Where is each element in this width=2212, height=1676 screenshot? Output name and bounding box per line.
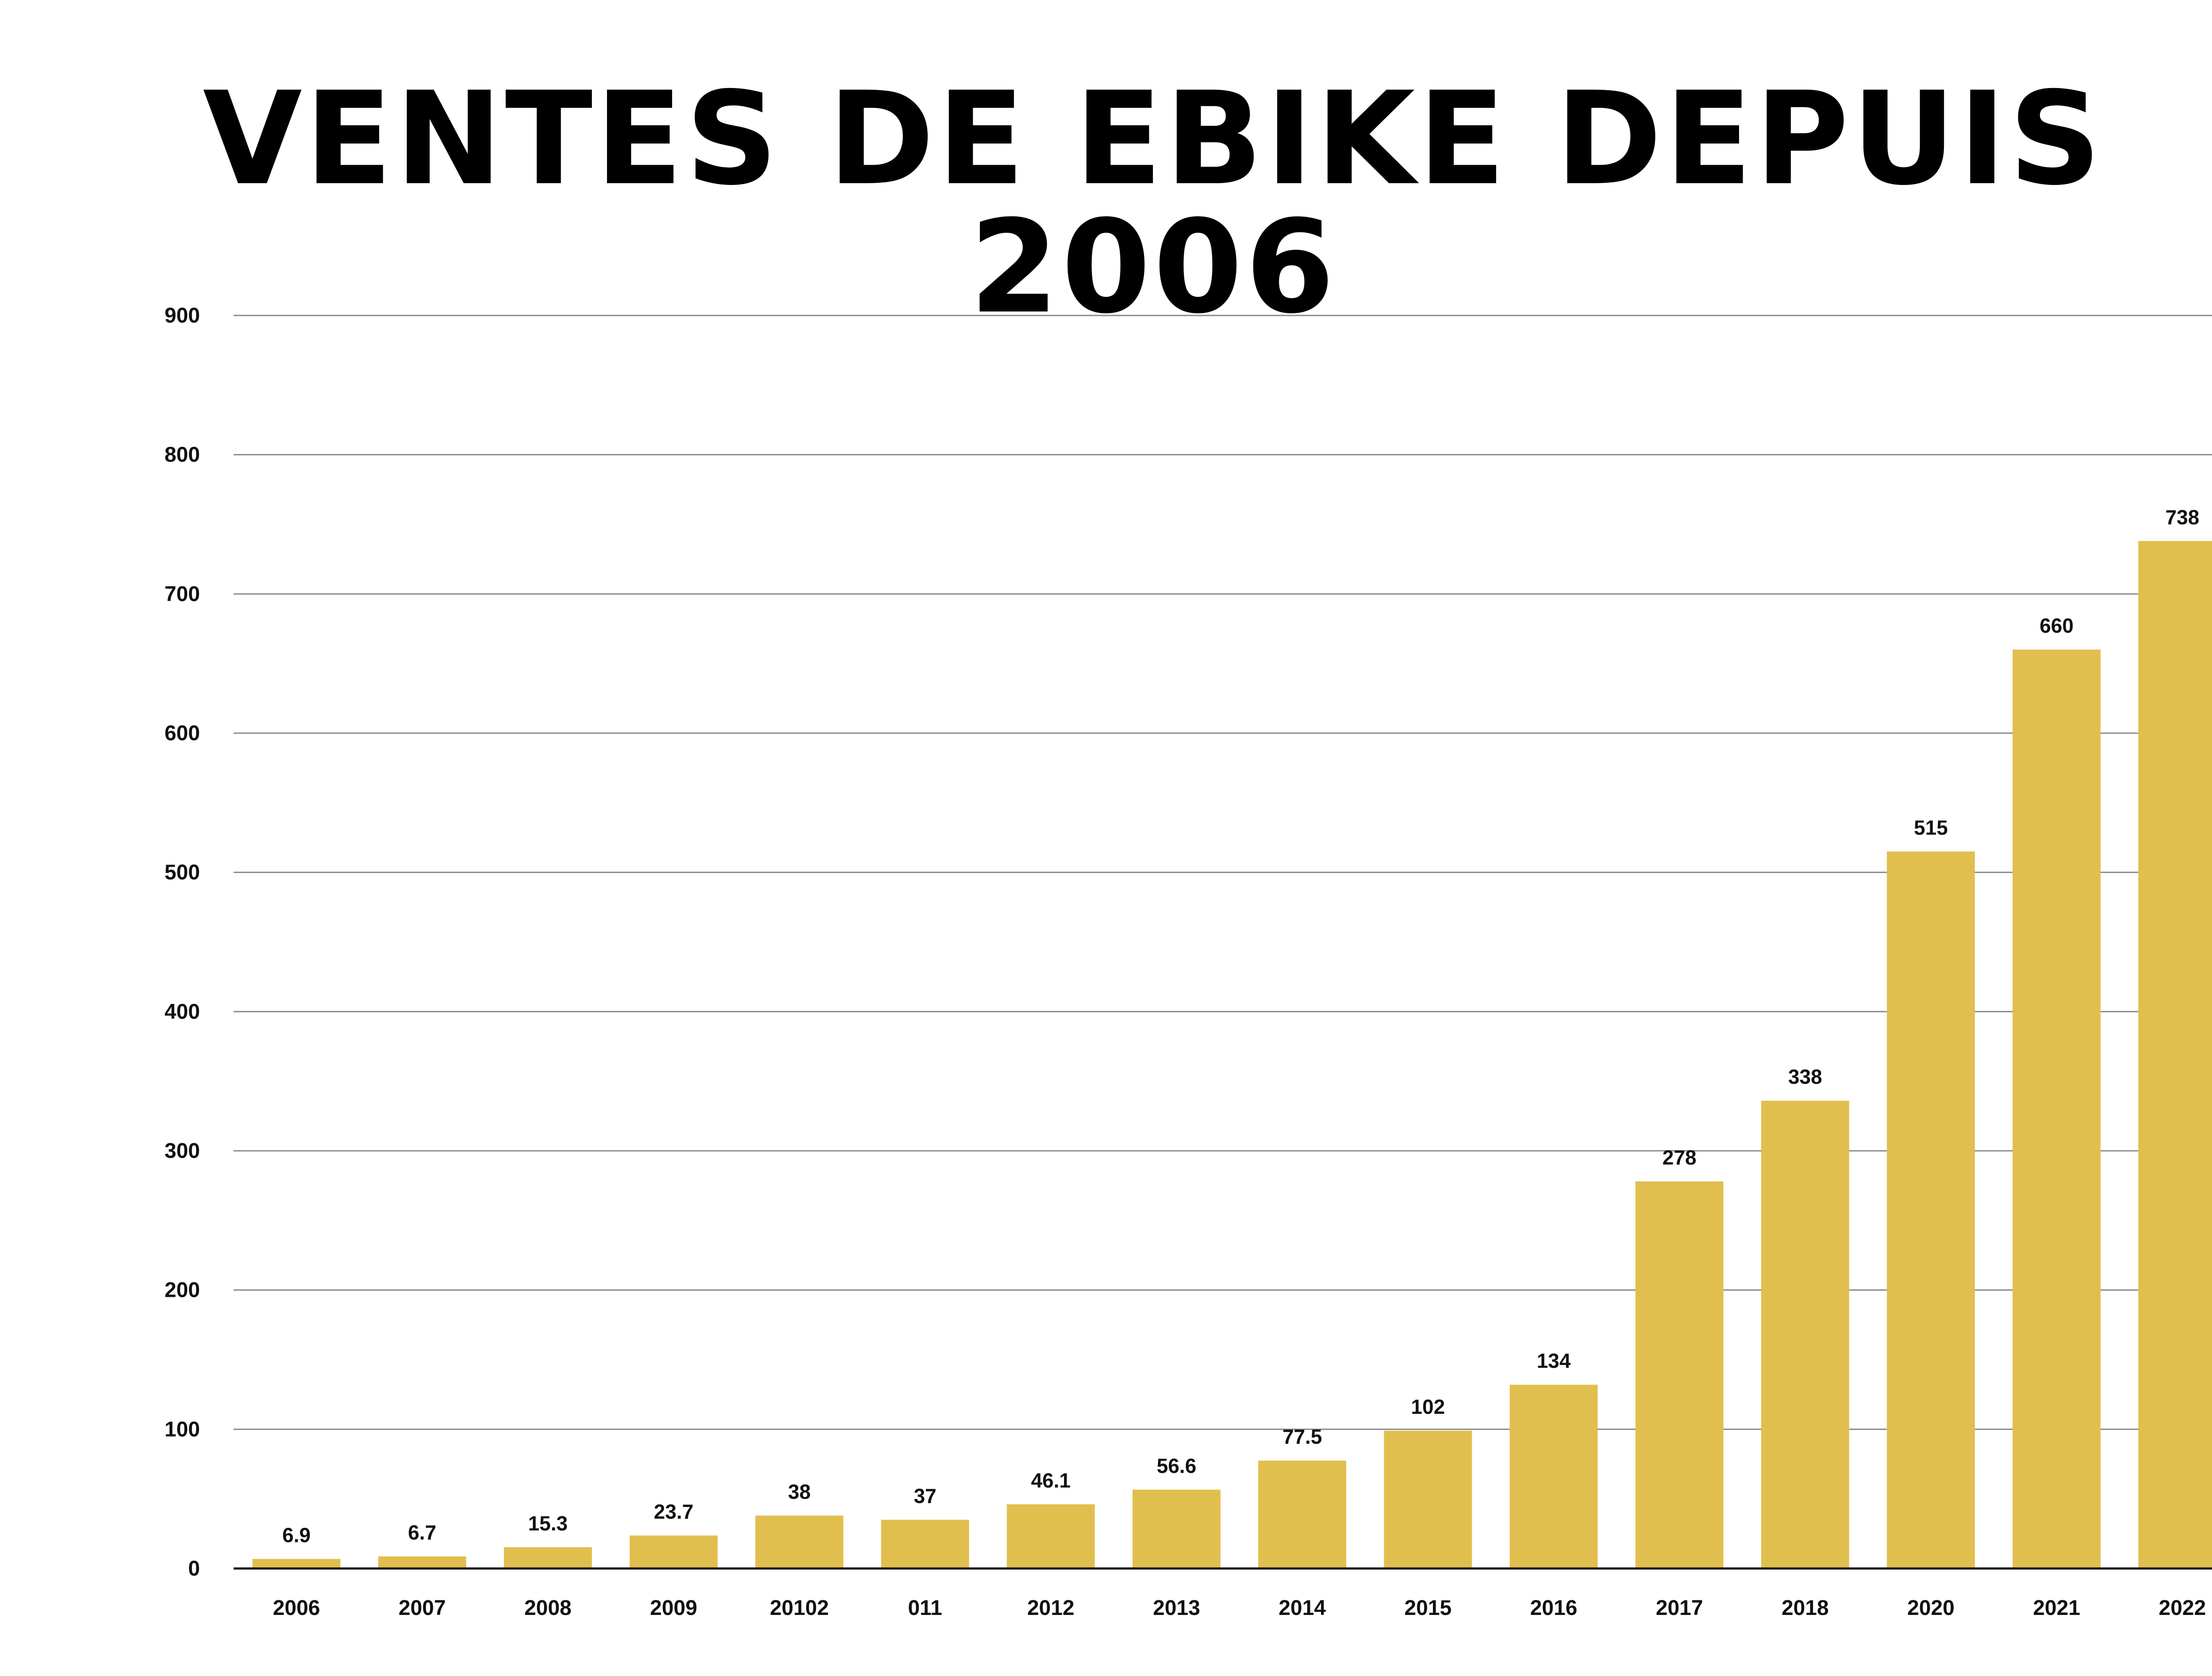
x-tick-label: 2012 bbox=[1027, 1596, 1075, 1620]
y-tick-label: 400 bbox=[165, 1000, 200, 1023]
bars bbox=[252, 541, 2212, 1568]
bar bbox=[2138, 541, 2212, 1568]
bar bbox=[1635, 1181, 1724, 1568]
y-tick-label: 500 bbox=[165, 861, 200, 884]
x-tick-label: 2021 bbox=[2033, 1596, 2080, 1620]
x-tick-label: 2016 bbox=[1530, 1596, 1578, 1620]
x-tick-label: 2009 bbox=[650, 1596, 697, 1620]
x-tick-label: 011 bbox=[908, 1596, 942, 1620]
y-tick-label: 800 bbox=[165, 443, 200, 467]
bar bbox=[1384, 1430, 1472, 1568]
data-label: 37 bbox=[914, 1484, 936, 1507]
y-tick-label: 0 bbox=[188, 1557, 200, 1580]
y-axis-ticks: 0 100 200 300 400 500 600 700 800 900 bbox=[165, 304, 200, 1580]
y-tick-label: 900 bbox=[165, 304, 200, 327]
bar bbox=[1258, 1461, 1347, 1568]
y-tick-label: 200 bbox=[165, 1279, 200, 1302]
y-tick-label: 600 bbox=[165, 722, 200, 745]
bar bbox=[1761, 1100, 1849, 1568]
bar bbox=[378, 1556, 466, 1568]
data-label: 56.6 bbox=[1157, 1454, 1197, 1477]
data-label: 6.7 bbox=[408, 1521, 436, 1544]
x-axis-ticks: 2006 2007 2008 2009 20102 011 2012 2013 2014 2015… bbox=[273, 1596, 2206, 1620]
x-tick-label: 2015 bbox=[1404, 1596, 1452, 1620]
bar bbox=[1887, 851, 1975, 1568]
y-tick-label: 100 bbox=[165, 1418, 200, 1441]
chart-title: VENTES DE EBIKE DEPUIS 2006 bbox=[203, 65, 2104, 342]
data-label: 38 bbox=[788, 1480, 810, 1503]
bar bbox=[1006, 1504, 1095, 1568]
data-label: 46.1 bbox=[1031, 1469, 1071, 1492]
x-tick-label: 2013 bbox=[1153, 1596, 1200, 1620]
data-label: 515 bbox=[1914, 816, 1948, 839]
x-tick-label: 2020 bbox=[1907, 1596, 1955, 1620]
data-label: 102 bbox=[1411, 1395, 1445, 1418]
x-tick-label: 2014 bbox=[1279, 1596, 1326, 1620]
data-label: 6.9 bbox=[282, 1523, 311, 1546]
data-label: 77.5 bbox=[1283, 1425, 1322, 1448]
data-label: 23.7 bbox=[654, 1500, 694, 1523]
x-tick-label: 2006 bbox=[273, 1596, 320, 1620]
x-tick-label: 20102 bbox=[770, 1596, 829, 1620]
data-label: 660 bbox=[2039, 614, 2074, 637]
x-tick-label: 2007 bbox=[399, 1596, 446, 1620]
x-tick-label: 2017 bbox=[1656, 1596, 1703, 1620]
data-label: 15.3 bbox=[528, 1512, 568, 1535]
x-tick-label: 2018 bbox=[1782, 1596, 1829, 1620]
y-tick-label: 700 bbox=[165, 582, 200, 606]
data-label: 278 bbox=[1663, 1146, 1697, 1169]
bar bbox=[1509, 1384, 1598, 1568]
bar bbox=[630, 1535, 718, 1568]
y-tick-label: 300 bbox=[165, 1139, 200, 1163]
x-tick-label: 2008 bbox=[524, 1596, 572, 1620]
bar bbox=[252, 1559, 341, 1568]
data-label: 134 bbox=[1537, 1349, 1571, 1372]
bar bbox=[755, 1515, 844, 1568]
bar bbox=[504, 1547, 592, 1568]
data-labels: 6.9 6.7 15.3 23.7 38 37 46.1 56.6 77.5 102 134 278 3… bbox=[282, 506, 2199, 1547]
data-label: 738 bbox=[2166, 506, 2200, 529]
data-label: 338 bbox=[1788, 1065, 1822, 1088]
bar bbox=[1132, 1489, 1221, 1568]
bar bbox=[881, 1519, 969, 1568]
x-tick-label: 2022 bbox=[2159, 1596, 2206, 1620]
bar bbox=[2012, 650, 2101, 1568]
